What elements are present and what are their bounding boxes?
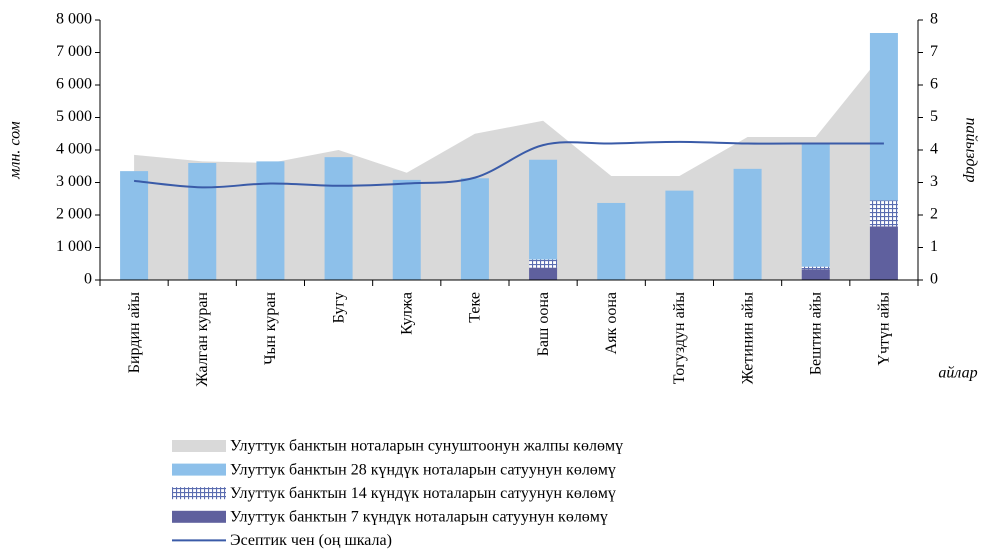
y-tick-label: 6 000 xyxy=(56,76,92,93)
x-tick-label: Тогуздун айы xyxy=(671,292,688,385)
legend-label: Эсептик чен (оң шкала) xyxy=(230,532,392,549)
x-tick-label: Аяк оона xyxy=(603,292,620,354)
legend-label: Улуттук банктын 14 күндүк ноталарын сату… xyxy=(230,485,616,502)
bar-segment xyxy=(529,259,558,268)
bar-segment xyxy=(665,190,694,280)
y2-tick-label: 8 xyxy=(930,11,938,28)
y2-tick-label: 2 xyxy=(930,206,938,223)
bar-segment xyxy=(801,266,830,270)
x-tick-label: Теке xyxy=(467,292,484,323)
legend-swatch xyxy=(172,487,226,500)
legend-label: Улуттук банктын 28 күндүк ноталарын сату… xyxy=(230,461,616,478)
y2-tick-label: 5 xyxy=(930,108,938,125)
y2-axis-label: пайыздар xyxy=(962,118,979,183)
x-tick-label: Кулжа xyxy=(398,292,415,335)
y2-tick-label: 1 xyxy=(930,238,938,255)
x-tick-label: Жалган куран xyxy=(194,292,211,387)
bar-segment xyxy=(324,157,353,280)
bar-segment xyxy=(529,159,558,260)
x-tick-label: Баш оона xyxy=(535,292,552,356)
x-tick-label: Бирдин айы xyxy=(126,292,143,373)
y2-tick-label: 6 xyxy=(930,76,938,93)
y-tick-label: 0 xyxy=(84,271,92,288)
x-tick-label: Бештин айы xyxy=(807,292,824,375)
y-tick-label: 4 000 xyxy=(56,141,92,158)
bar-segment xyxy=(529,267,558,280)
y-tick-label: 5 000 xyxy=(56,108,92,125)
legend-label: Улуттук банктын 7 күндүк ноталарын сатуу… xyxy=(230,508,608,525)
line xyxy=(133,140,884,189)
bar-segment xyxy=(869,200,898,227)
y-tick-label: 1 000 xyxy=(56,238,92,255)
y-tick-label: 8 000 xyxy=(56,11,92,28)
y-tick-label: 7 000 xyxy=(56,43,92,60)
legend-label: Улуттук банктын ноталарын сунуштоонун жа… xyxy=(230,438,623,455)
y-axis-label: млн. сом xyxy=(7,121,24,179)
x-axis-label: айлар xyxy=(938,365,977,382)
area xyxy=(134,52,884,280)
y2-tick-label: 3 xyxy=(930,173,938,190)
bar-segment xyxy=(869,226,898,280)
bar-segment xyxy=(460,178,489,280)
legend-swatch xyxy=(172,510,226,523)
x-tick-label: Жетинин айы xyxy=(739,292,756,385)
bar-segment xyxy=(801,269,830,280)
y-tick-label: 2 000 xyxy=(56,206,92,223)
x-tick-label: Бугу xyxy=(330,292,347,323)
y2-tick-label: 0 xyxy=(930,271,938,288)
y2-tick-label: 4 xyxy=(930,141,938,158)
y2-tick-label: 7 xyxy=(930,43,938,60)
bar-segment xyxy=(256,161,285,280)
bar-segment xyxy=(733,168,762,280)
x-tick-label: Чын куран xyxy=(262,292,279,365)
bar-segment xyxy=(120,171,149,280)
bar-segment xyxy=(188,163,217,280)
bar-segment xyxy=(869,33,898,201)
bar-segment xyxy=(597,202,626,280)
y-tick-label: 3 000 xyxy=(56,173,92,190)
bar-segment xyxy=(392,179,421,280)
legend-swatch xyxy=(172,463,226,476)
x-tick-label: Үчтүн айы xyxy=(876,292,893,366)
legend-swatch xyxy=(172,440,226,452)
bar-segment xyxy=(801,143,830,267)
